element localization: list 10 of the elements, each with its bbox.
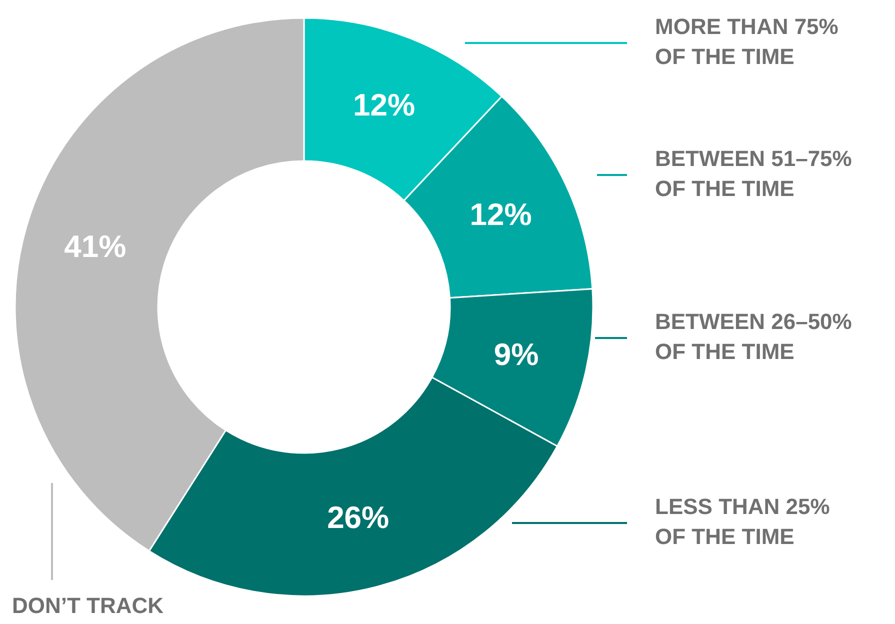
data-label: 12%	[353, 87, 416, 122]
slice-label: DON’T TRACK	[12, 593, 164, 618]
legend-label: MORE THAN 75% OF THE TIME	[655, 14, 838, 69]
legend-label: BETWEEN 51–75% OF THE TIME	[655, 146, 852, 201]
legend-label: LESS THAN 25% OF THE TIME	[655, 494, 830, 549]
data-label: 12%	[470, 196, 532, 232]
legend-label: BETWEEN 26–50% OF THE TIME	[655, 309, 852, 364]
data-label: 41%	[64, 228, 126, 264]
data-label: 9%	[494, 336, 539, 372]
data-label: 26%	[327, 500, 390, 536]
